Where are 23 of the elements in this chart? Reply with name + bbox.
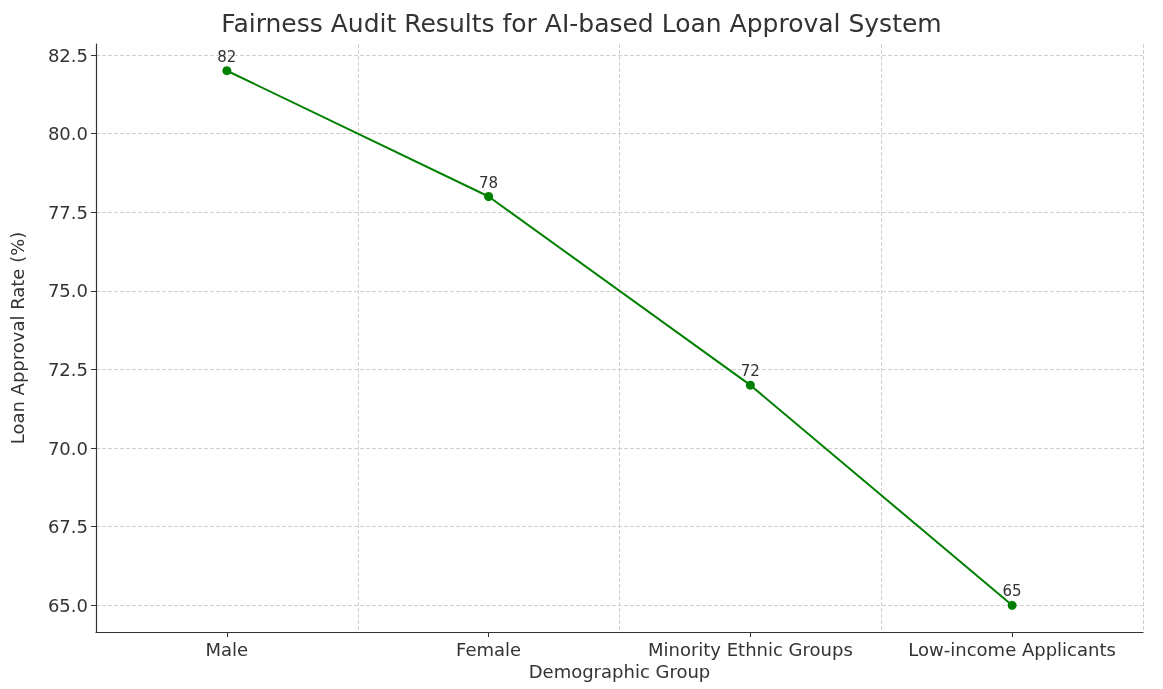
point: [222, 66, 232, 76]
data-label: 72: [740, 362, 760, 381]
y-tick-label: 65.0: [47, 594, 88, 616]
data-label: 82: [217, 47, 237, 66]
y-tick-label: 75.0: [47, 280, 88, 302]
y-tick-label: 67.5: [47, 516, 88, 538]
y-tick-label: 82.5: [47, 44, 88, 66]
y-tick-label: 72.5: [47, 358, 88, 380]
x-tick-label: Low-income Applicants: [908, 638, 1116, 660]
data-label: 65: [1002, 582, 1022, 601]
x-tick-label: Female: [456, 638, 522, 660]
y-tick-label: 80.0: [47, 123, 88, 145]
x-tick-label: Male: [205, 638, 249, 660]
chart-title: Fairness Audit Results for AI-based Loan Approval System: [221, 9, 942, 38]
point: [484, 192, 494, 201]
x-tick-label: Minority Ethnic Groups: [647, 638, 853, 660]
point: [1007, 600, 1017, 610]
y-tick-label: 77.5: [47, 201, 88, 223]
y-tick-label: 70.0: [47, 437, 88, 459]
point: [745, 380, 755, 390]
x-axis-title: Demographic Group: [528, 661, 711, 683]
y-axis-title: Loan Approval Rate (%): [6, 231, 28, 445]
data-label: 78: [479, 173, 499, 192]
